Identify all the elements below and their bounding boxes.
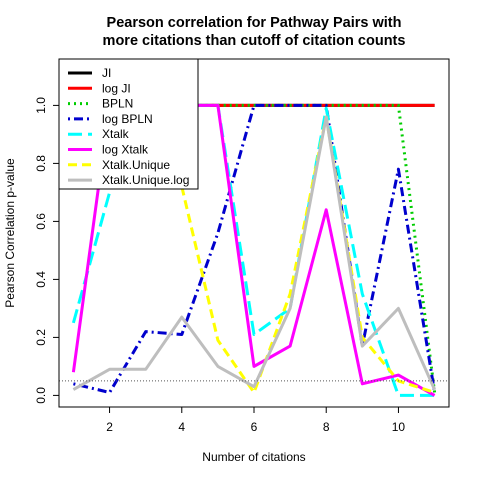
- legend-label: log BPLN: [102, 112, 153, 126]
- x-axis: 2 4 6 8 10: [106, 406, 406, 434]
- y-tick-label: 0.2: [34, 329, 48, 346]
- chart-title: Pearson correlation for Pathway Pairs wi…: [107, 15, 402, 31]
- legend-label: Xtalk: [102, 127, 130, 141]
- series-line-log-bpln: [73, 103, 437, 394]
- legend-label: log Xtalk: [102, 143, 149, 157]
- y-tick-label: 1.0: [34, 97, 48, 114]
- series-line-xtalk: [71, 103, 435, 397]
- legend-label: BPLN: [102, 97, 133, 111]
- y-tick-label: 0.6: [34, 213, 48, 230]
- x-tick-label: 2: [106, 420, 113, 434]
- y-tick-label: 0.4: [34, 271, 48, 288]
- x-tick-label: 4: [178, 420, 185, 434]
- x-axis-label: Number of citations: [202, 450, 305, 464]
- legend-label: log JI: [102, 81, 131, 95]
- y-tick-label: 0.0: [34, 387, 48, 404]
- legend-label: Xtalk.Unique: [102, 158, 170, 172]
- legend-box: [58, 58, 199, 190]
- x-tick-label: 10: [392, 420, 406, 434]
- series-line-xtalk-unique: [180, 115, 436, 394]
- chart-subtitle: more citations than cutoff of citation c…: [103, 33, 406, 49]
- y-axis-label: Pearson Correlation p-value: [3, 158, 17, 308]
- x-tick-label: 6: [251, 420, 258, 434]
- y-axis: 0.0 0.2 0.4 0.6 0.8 1.0: [34, 97, 60, 404]
- legend-label: Xtalk.Unique.log: [102, 173, 189, 187]
- legend-label: JI: [102, 66, 111, 80]
- x-tick-label: 8: [323, 420, 330, 434]
- series-line-xtalk-unique-log: [72, 115, 436, 391]
- y-tick-label: 0.8: [34, 155, 48, 172]
